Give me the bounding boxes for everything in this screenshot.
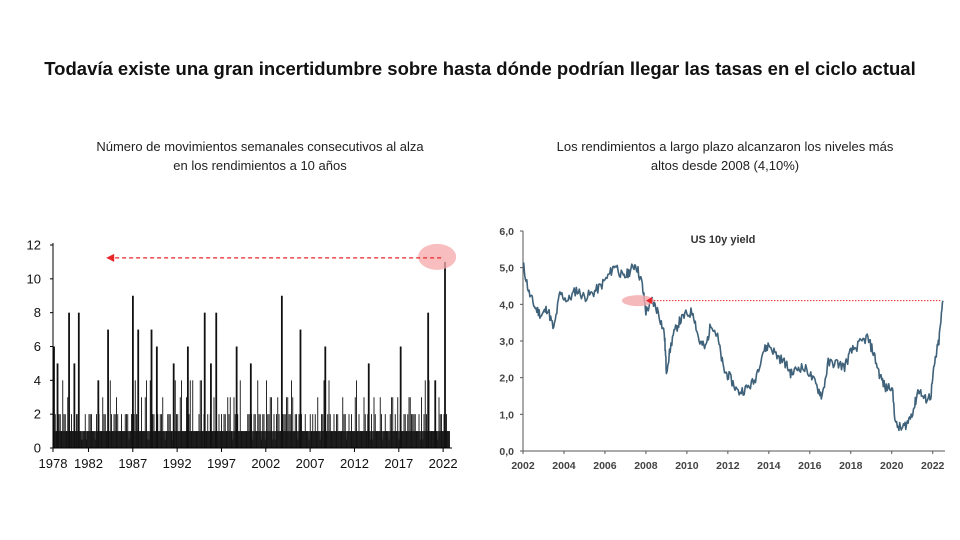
data-bar bbox=[280, 295, 283, 448]
x-tick-label: 2002 bbox=[251, 456, 280, 471]
y-tick-label: 4,0 bbox=[499, 299, 514, 311]
consecutive-moves-bar-chart: 0 2 4 6 8 10 12 1978 1982 1987 1992 1997 2002 2007 201… bbox=[27, 238, 458, 472]
left-chart-title: Número de movimientos semanales consecut… bbox=[96, 139, 424, 173]
yield-series-line bbox=[522, 262, 944, 432]
inner-chart-label: US 10y yield bbox=[691, 234, 756, 246]
y-tick-label: 2,0 bbox=[499, 373, 514, 385]
arrow-head bbox=[106, 253, 115, 262]
data-bar bbox=[97, 380, 100, 448]
y-tick-label: 5,0 bbox=[499, 263, 514, 275]
data-bar bbox=[150, 329, 153, 448]
x-tick-label: 2004 bbox=[552, 460, 576, 472]
right-chart-title: Los rendimientos a largo plazo alcanzaro… bbox=[556, 139, 894, 173]
x-tick-label: 2018 bbox=[839, 460, 863, 472]
us-10y-yield-line-chart: 0,0 1,0 2,0 3,0 4,0 5,0 6,0 2002 2004 2006 2008 201… bbox=[499, 226, 945, 472]
y-tick-label: 4 bbox=[34, 373, 41, 388]
data-bar bbox=[56, 363, 59, 448]
data-bar bbox=[235, 346, 238, 448]
highlight-ellipse bbox=[621, 295, 654, 307]
data-bar bbox=[444, 261, 446, 448]
x-tick-label: 2014 bbox=[757, 460, 781, 472]
x-tick-label: 1978 bbox=[39, 456, 68, 471]
x-tick-label: 2010 bbox=[675, 460, 699, 472]
highlight-ellipse bbox=[418, 243, 457, 270]
y-tick-label: 0 bbox=[34, 441, 41, 456]
y-tick-label: 6,0 bbox=[499, 226, 514, 238]
x-tick-label: 2006 bbox=[593, 460, 617, 472]
x-tick-label: 1982 bbox=[74, 456, 103, 471]
data-bar bbox=[249, 363, 252, 448]
x-tick-label: 1992 bbox=[163, 456, 192, 471]
data-bar bbox=[132, 295, 134, 448]
data-bar bbox=[324, 346, 327, 448]
data-bar bbox=[77, 312, 80, 448]
x-tick-label: 2022 bbox=[921, 460, 945, 472]
data-bar bbox=[427, 312, 430, 448]
x-tick-label: 1987 bbox=[118, 456, 147, 471]
x-tick-label: 2012 bbox=[340, 456, 369, 471]
y-tick-label: 8 bbox=[34, 305, 41, 320]
y-tick-label: 1,0 bbox=[499, 409, 514, 421]
data-bar bbox=[53, 346, 55, 448]
data-bar bbox=[68, 312, 70, 448]
x-tick-label: 2007 bbox=[296, 456, 325, 471]
data-bar bbox=[399, 346, 402, 448]
y-tick-label: 2 bbox=[34, 407, 41, 422]
x-tick-label: 2008 bbox=[634, 460, 658, 472]
data-bar bbox=[186, 346, 189, 448]
data-bar bbox=[299, 329, 302, 448]
x-tick-label: 2002 bbox=[511, 460, 535, 472]
data-bar bbox=[172, 363, 175, 448]
data-bar bbox=[73, 363, 76, 448]
y-tick-label: 6 bbox=[34, 339, 41, 354]
y-tick-label: 10 bbox=[27, 271, 41, 286]
x-tick-label: 2020 bbox=[880, 460, 904, 472]
data-bar bbox=[107, 329, 109, 448]
data-bar bbox=[203, 312, 206, 448]
x-tick-label: 2022 bbox=[429, 456, 458, 471]
y-tick-label: 12 bbox=[27, 238, 41, 253]
data-bar bbox=[155, 346, 158, 448]
data-bar bbox=[137, 329, 140, 448]
data-bar bbox=[215, 312, 218, 448]
data-bar bbox=[367, 363, 370, 448]
y-tick-label: 0,0 bbox=[499, 446, 514, 458]
x-tick-label: 1997 bbox=[207, 456, 236, 471]
page-title: Todavía existe una gran incertidumbre so… bbox=[44, 58, 916, 79]
y-tick-label: 3,0 bbox=[499, 336, 514, 348]
x-tick-label: 2016 bbox=[798, 460, 822, 472]
x-tick-label: 2017 bbox=[384, 456, 413, 471]
reference-arrow-head bbox=[645, 297, 652, 305]
data-bar bbox=[210, 363, 212, 448]
data-bar bbox=[434, 380, 437, 448]
x-tick-label: 2012 bbox=[716, 460, 740, 472]
